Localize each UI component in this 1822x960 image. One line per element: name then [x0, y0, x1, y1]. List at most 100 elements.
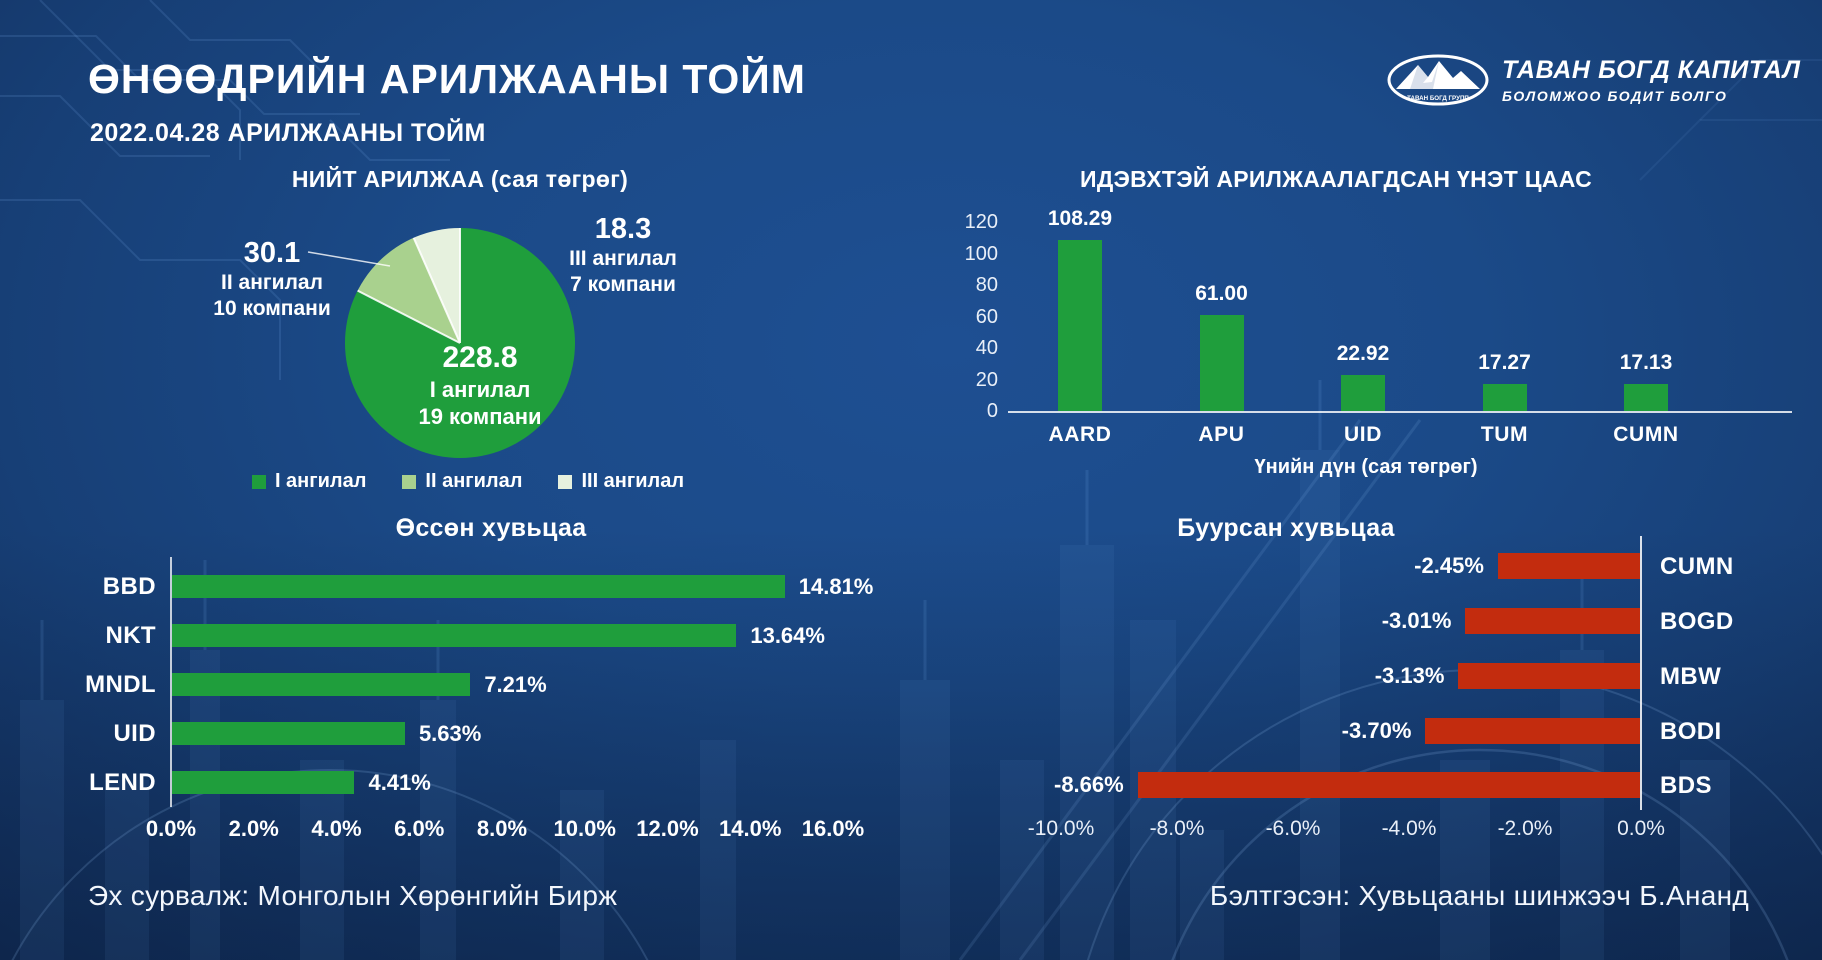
x-axis-tick--2.0%: -2.0%: [1497, 817, 1553, 840]
logo-company-name: ТАВАН БОГД КАПИТАЛ: [1502, 56, 1801, 84]
ticker-label-LEND: LEND: [89, 769, 156, 796]
bar-value-label-BOGD: -3.01%: [1381, 608, 1452, 633]
slice-1-companies: 19 компани: [418, 404, 542, 429]
pie-legend-item-3: III ангилал: [558, 470, 684, 493]
bar-BDS: [1137, 772, 1640, 798]
logo-tagline: БОЛОМЖОО БОДИТ БОЛГО: [1502, 88, 1728, 104]
slice-3-companies: 7 компани: [570, 273, 676, 296]
bar-UID: [1341, 374, 1385, 411]
active-securities-chart-title: ИДЭВХТЭЙ АРИЛЖААЛАГДСАН ҮНЭТ ЦААС: [1079, 166, 1592, 192]
gainers-chart-title: Өссөн хувьцаа: [395, 514, 587, 542]
bar-LEND: [172, 771, 355, 794]
bar-CUMN: [1497, 553, 1640, 579]
pie-slice-label-1: 228.8 I ангилал 19 компани: [380, 340, 580, 430]
bar-value-label-CUMN: 17.13: [1619, 351, 1673, 375]
company-logo: ТАВАН БОГД ГРУПП ТАВАН БОГД КАПИТАЛ БОЛО…: [1386, 52, 1800, 108]
page-title: ӨНӨӨДРИЙН АРИЛЖААНЫ ТОЙМ: [88, 56, 806, 102]
slice-3-name: III ангилал: [569, 247, 677, 270]
legend-swatch: [402, 474, 417, 489]
bar-value-label-MNDL: 7.21%: [484, 672, 547, 697]
category-label-TUM: TUM: [1480, 423, 1529, 446]
bar-MBW: [1458, 663, 1640, 689]
active-chart-legend: Үнийн дүн (сая төгрөг): [1054, 456, 1654, 479]
y-axis-tick-20: 20: [975, 368, 998, 391]
bar-value-label-BBD: 14.81%: [798, 574, 874, 599]
x-axis-tick-8.0%: 8.0%: [476, 816, 528, 841]
bar-value-label-CUMN: -2.45%: [1414, 553, 1484, 578]
x-axis-tick--6.0%: -6.0%: [1265, 817, 1321, 840]
ticker-label-BDS: BDS: [1660, 772, 1712, 799]
category-label-CUMN: CUMN: [1613, 423, 1679, 446]
losers-chart-y-axis: [1640, 536, 1642, 810]
bar-value-label-APU: 61.00: [1195, 281, 1248, 305]
x-axis-tick--10.0%: -10.0%: [1027, 817, 1095, 840]
y-axis-tick-80: 80: [975, 274, 998, 296]
slice-1-name: I ангилал: [429, 377, 531, 402]
bar-CUMN: [1624, 384, 1668, 411]
active-chart-x-axis: [1008, 411, 1792, 413]
category-label-APU: APU: [1198, 423, 1245, 446]
losers-chart-title: Буурсан хувьцаа: [1177, 514, 1395, 542]
x-axis-tick-2.0%: 2.0%: [228, 816, 279, 841]
trend-line-decoration: [958, 419, 1422, 960]
category-label-UID: UID: [1344, 423, 1382, 446]
pie-slice-label-3: 18.3 III ангилал 7 компани: [518, 212, 728, 298]
legend-label: Үнийн дүн (сая төгрөг): [1254, 456, 1478, 478]
x-axis-tick-14.0%: 14.0%: [719, 816, 782, 841]
legend-swatch: [251, 474, 266, 489]
pie-chart-title: НИЙТ АРИЛЖАА (сая төгрөг): [291, 166, 629, 192]
ticker-label-MNDL: MNDL: [85, 671, 156, 698]
legend-label: I ангилал: [274, 470, 367, 492]
y-axis-tick-100: 100: [964, 242, 998, 265]
bar-BODI: [1425, 718, 1640, 744]
footer-source: Эх сурвалж: Монголын Хөрөнгийн Бирж: [88, 880, 618, 911]
pie-callout-line: [307, 251, 391, 267]
gainers-chart-y-axis: [170, 557, 172, 807]
slice-2-name: II ангилал: [221, 271, 323, 294]
ticker-label-BOGD: BOGD: [1660, 608, 1734, 635]
bar-BOGD: [1465, 608, 1640, 634]
slice-2-companies: 10 компани: [213, 297, 331, 320]
pie-slice-label-2: 30.1 II ангилал 10 компани: [172, 236, 372, 322]
bar-BBD: [172, 575, 785, 598]
y-axis-tick-60: 60: [975, 305, 998, 328]
ticker-label-UID: UID: [113, 720, 156, 747]
legend-swatch: [1230, 460, 1245, 475]
bar-APU: [1199, 314, 1244, 411]
ticker-label-BBD: BBD: [102, 573, 156, 600]
ticker-label-NKT: NKT: [105, 622, 156, 649]
ticker-label-BODI: BODI: [1660, 718, 1722, 745]
bar-UID: [172, 722, 405, 745]
x-axis-tick-6.0%: 6.0%: [394, 816, 445, 841]
x-axis-tick--8.0%: -8.0%: [1149, 817, 1205, 840]
bar-value-label-MBW: -3.13%: [1374, 663, 1445, 688]
legend-swatch: [558, 474, 573, 489]
x-axis-tick-0.0%: 0.0%: [145, 816, 197, 841]
bar-value-label-AARD: 108.29: [1047, 207, 1113, 231]
legend-label: III ангилал: [581, 470, 685, 492]
pie-slice-borders: [307, 228, 461, 344]
bar-value-label-BODI: -3.70%: [1341, 718, 1412, 743]
x-axis-tick-12.0%: 12.0%: [636, 816, 699, 841]
slice-3-value: 18.3: [594, 213, 652, 245]
x-axis-tick-4.0%: 4.0%: [311, 816, 362, 841]
footer-prepared-by: Бэлтгэсэн: Хувьцааны шинжээч Б.Ананд: [1209, 880, 1749, 911]
bar-value-label-LEND: 4.41%: [368, 770, 431, 795]
logo-text: ТАВАН БОГД КАПИТАЛ БОЛОМЖОО БОДИТ БОЛГО: [1502, 56, 1800, 104]
bar-value-label-TUM: 17.27: [1478, 350, 1531, 374]
circuit-lines-decoration: [0, 0, 1822, 380]
pie-legend: I ангилал II ангилал III ангилал: [168, 470, 768, 493]
pie-legend-item-2: II ангилал: [402, 470, 522, 493]
category-label-AARD: AARD: [1048, 423, 1112, 446]
logo-emblem-text: ТАВАН БОГД ГРУПП: [1407, 95, 1469, 102]
y-axis-tick-40: 40: [975, 337, 998, 359]
bar-AARD: [1058, 240, 1102, 411]
ticker-label-CUMN: CUMN: [1660, 553, 1734, 580]
candlestick-decoration: [20, 450, 1730, 960]
page-subtitle: 2022.04.28 АРИЛЖААНЫ ТОЙМ: [90, 119, 486, 147]
x-axis-tick--4.0%: -4.0%: [1381, 817, 1437, 840]
y-axis-tick-120: 120: [964, 211, 998, 233]
ticker-label-MBW: MBW: [1660, 663, 1722, 690]
